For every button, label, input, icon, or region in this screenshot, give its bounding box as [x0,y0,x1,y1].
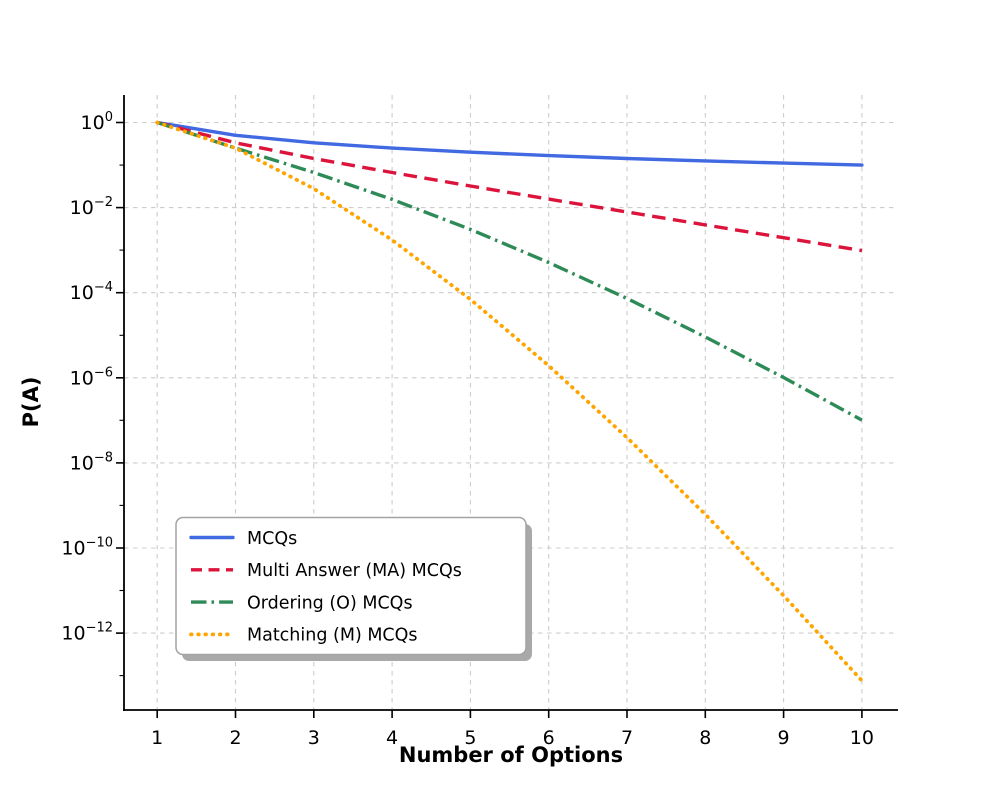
x-tick-label-10: 10 [850,727,874,749]
y-tick-label-1e0: 100 [81,110,113,134]
series-line-ordering-o-mcqs [156,120,863,422]
legend-box [175,516,527,656]
y-tick-label-1e-2: 10−2 [70,195,113,219]
y-tick-label-1e-6: 10−6 [70,365,113,389]
legend-label-3: Matching (M) MCQs [247,626,418,646]
x-tick-label-1: 1 [151,727,163,749]
legend: MCQs Multi Answer (MA) MCQs Ordering (O) M… [175,516,532,661]
axes-spines [123,95,898,711]
legend-label-0: MCQs [247,529,297,549]
series-lines [155,120,864,683]
x-tick-label-6: 6 [543,727,555,749]
legend-label-1: Multi Answer (MA) MCQs [247,561,462,581]
x-axis-label: Number of Options [399,743,623,767]
x-tick-label-7: 7 [621,727,633,749]
x-tick-label-8: 8 [699,727,711,749]
x-tick-label-3: 3 [308,727,320,749]
y-axis-label: P(A) [19,377,43,428]
x-tick-label-2: 2 [229,727,241,749]
series-line-mcqs [155,120,864,167]
x-tick-label-5: 5 [464,727,476,749]
y-tick-label-1e-10: 10−10 [61,536,113,560]
legend-label-2: Ordering (O) MCQs [247,593,413,613]
y-tick-label-1e-8: 10−8 [70,450,113,474]
series-line-multi-answer-ma-mcqs [156,120,863,253]
y-tick-label-1e-12: 10−12 [61,621,113,645]
x-tick-label-9: 9 [778,727,790,749]
y-tick-label-1e-4: 10−4 [70,280,113,304]
ticks: 1 2 3 4 5 6 7 8 9 10 100 10−2 10−4 10−6 10−8 10−10 10−12 [61,110,874,749]
x-tick-label-4: 4 [386,727,398,749]
